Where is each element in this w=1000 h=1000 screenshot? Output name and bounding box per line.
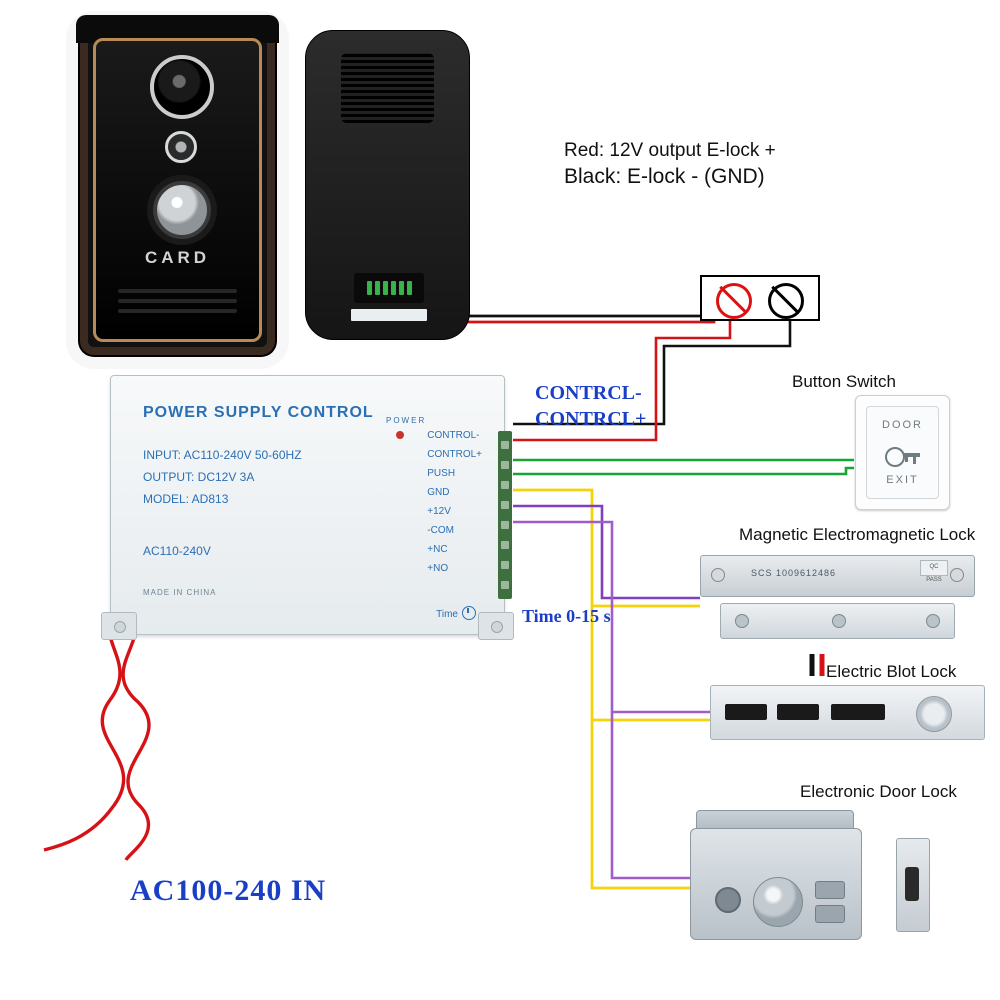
magnetic-lock-label: Magnetic Electromagnetic Lock: [739, 525, 975, 545]
terminal-red-icon: [716, 283, 752, 319]
maglock-serial: SCS 1009612486: [751, 568, 836, 578]
door-lock-label: Electronic Door Lock: [800, 782, 957, 802]
black-wire-label: Black: E-lock - (GND): [564, 165, 765, 189]
psu-made: MADE IN CHINA: [143, 588, 216, 597]
psu-terminal-block: [498, 431, 512, 599]
lock-buttons-icon: [815, 875, 849, 929]
psu-title: POWER SUPPLY CONTROL: [143, 404, 374, 422]
doorbell-front: CARD: [80, 25, 275, 355]
elock-terminal-pair: [700, 275, 820, 321]
strike-plate-icon: [896, 838, 930, 932]
psu-input: INPUT: AC110-240V 50-60HZ: [143, 448, 302, 462]
knob-icon: [753, 877, 803, 927]
red-wire-label: Red: 12V output E-lock +: [564, 140, 776, 162]
diagram-canvas: CARD Red: 12V output E-lock + Black: E-l…: [0, 0, 1000, 1000]
ac-input-label: AC100-240 IN: [130, 874, 326, 908]
key-icon: [885, 445, 920, 467]
doorbell-back: [305, 30, 470, 340]
psu-time: Time: [436, 606, 476, 620]
psu-ac: AC110-240V: [143, 544, 211, 558]
power-led-icon: [396, 431, 404, 439]
time-range-label: Time 0-15 s: [522, 606, 611, 627]
door-text: DOOR: [867, 419, 938, 431]
electronic-door-lock: [690, 810, 930, 950]
bolt-lock-label: Electric Blot Lock: [826, 662, 956, 682]
psu-terminal-labels: CONTROL- CONTROL+ PUSH GND +12V -COM +NC…: [427, 426, 482, 578]
power-supply-control: POWER SUPPLY CONTROL POWER INPUT: AC110-…: [110, 375, 505, 635]
bolt-cylinder-icon: [916, 696, 952, 732]
back-speaker-icon: [341, 53, 434, 123]
ir-sensor-icon: [165, 131, 197, 163]
control-minus-label: CONTRCL-: [535, 382, 642, 405]
psu-model: MODEL: AD813: [143, 492, 228, 506]
terminal-black-icon: [768, 283, 804, 319]
wiring-port-icon: [354, 273, 424, 303]
magnetic-lock: SCS 1009612486 QC PASS: [700, 555, 975, 645]
camera-lens-icon: [150, 55, 214, 119]
exit-button-switch: DOOR EXIT: [855, 395, 950, 510]
exit-text: EXIT: [867, 474, 938, 486]
keyhole-icon: [715, 887, 741, 913]
qc-pass-sticker: QC PASS: [920, 560, 948, 576]
psu-power-label: POWER: [386, 416, 426, 425]
button-switch-label: Button Switch: [792, 372, 896, 392]
card-label: CARD: [88, 248, 267, 268]
control-plus-label: CONTRCL+: [535, 408, 646, 431]
speaker-grille-icon: [118, 283, 237, 319]
call-button-icon: [153, 181, 211, 239]
psu-output: OUTPUT: DC12V 3A: [143, 470, 254, 484]
electric-bolt-lock: [710, 685, 985, 740]
